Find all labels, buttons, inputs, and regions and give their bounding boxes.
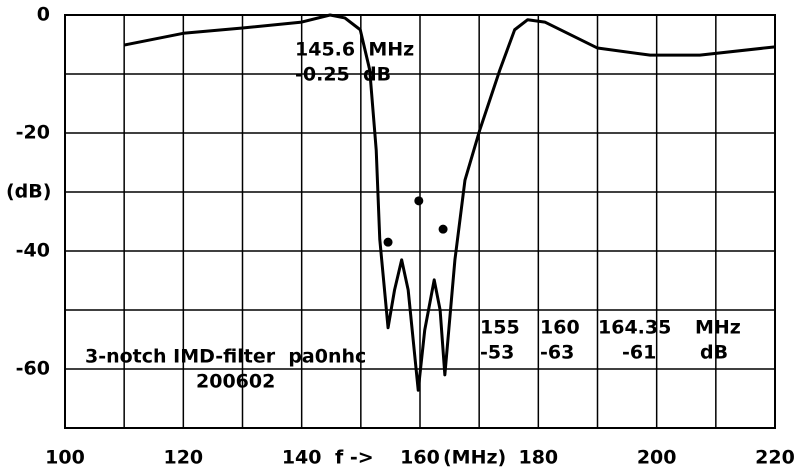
response-curve	[123, 13, 776, 392]
y-tick-label: -40	[16, 240, 50, 262]
x-axis-unit: (MHz)	[443, 447, 506, 469]
annotation: -0.25 dB	[295, 64, 391, 86]
y-tick-label: -20	[16, 122, 50, 144]
y-tick-label: -60	[16, 358, 50, 380]
annotation: MHz	[695, 317, 741, 339]
x-tick-label: 100	[45, 447, 85, 469]
x-tick-label: 160	[400, 447, 440, 469]
y-tick-label: 0	[37, 4, 50, 26]
annotation: -53	[480, 342, 514, 364]
marker-dot	[438, 224, 448, 234]
x-tick-label: 220	[755, 447, 795, 469]
annotation: -63	[540, 342, 574, 364]
x-tick-label: 180	[518, 447, 558, 469]
x-tick-label: 140	[282, 447, 322, 469]
annotation: 200602	[196, 371, 275, 393]
marker-dot	[383, 237, 393, 247]
annotation: dB	[700, 342, 728, 364]
x-tick-label: 200	[637, 447, 677, 469]
annotation: 164.35	[598, 317, 671, 339]
y-axis-label: (dB)	[6, 181, 51, 203]
x-tick-label: 120	[163, 447, 203, 469]
annotation: -61	[622, 342, 656, 364]
marker-dot	[414, 196, 424, 206]
annotation: 160	[540, 317, 580, 339]
annotation: 155	[480, 317, 520, 339]
annotation: 145.6 MHz	[295, 39, 414, 61]
x-axis-label: f ->	[335, 447, 374, 469]
annotation: 3-notch IMD-filter pa0nhc	[85, 346, 366, 368]
